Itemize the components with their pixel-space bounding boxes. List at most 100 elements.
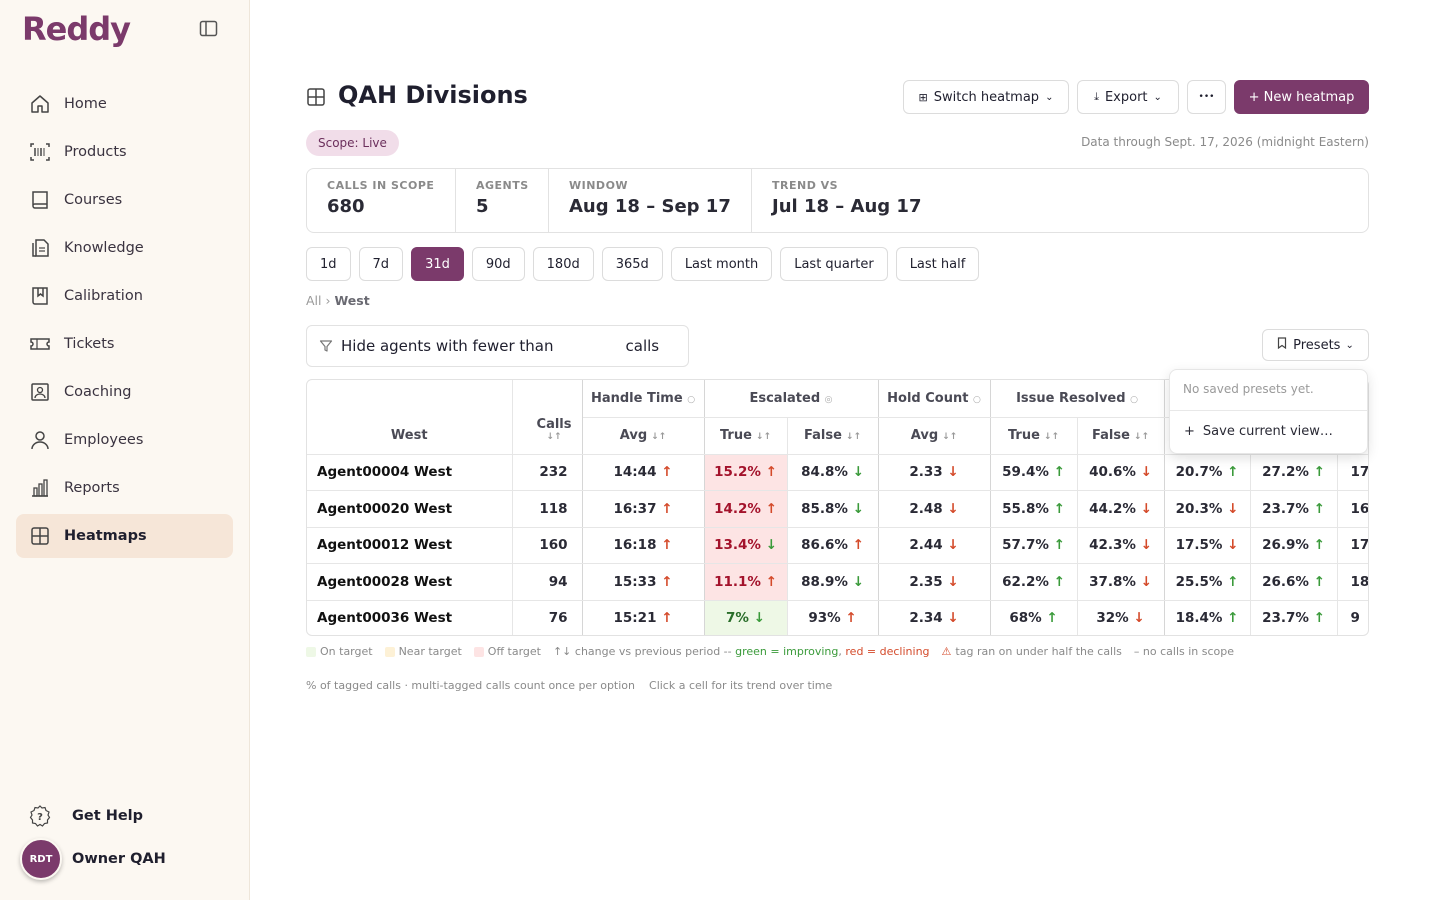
subheader-true[interactable]: True ↓↑ [990, 417, 1078, 455]
cell-hold-count[interactable]: 2.48 ↓ [878, 490, 991, 528]
cell-extra-2[interactable]: 26.6% ↑ [1250, 563, 1338, 601]
cell-escalated-false[interactable]: 88.9% ↓ [787, 563, 879, 601]
sidebar-item-coaching[interactable]: Coaching [16, 370, 233, 414]
cell-extra-1[interactable]: 20.3% ↓ [1164, 490, 1251, 528]
cell-extra-3[interactable]: 9 [1337, 600, 1368, 635]
sort-icon[interactable]: ↓↑ [942, 432, 958, 442]
cell-resolved-true[interactable]: 55.8% ↑ [990, 490, 1078, 528]
cell-escalated-true[interactable]: 13.4% ↓ [704, 527, 788, 564]
breadcrumb-root-link[interactable]: All [306, 293, 322, 308]
sidebar-item-home[interactable]: Home [16, 82, 233, 126]
subheader-avg[interactable]: Avg ↓↑ [582, 417, 705, 455]
more-options-button[interactable]: ••• [1187, 80, 1226, 114]
presets-button[interactable]: Presets ⌄ [1262, 329, 1369, 361]
sidebar-item-heatmaps[interactable]: Heatmaps [16, 514, 233, 558]
cell-escalated-true[interactable]: 11.1% ↑ [704, 563, 788, 601]
range-90d-button[interactable]: 90d [471, 247, 525, 281]
cell-escalated-false[interactable]: 84.8% ↓ [787, 454, 879, 491]
table-row[interactable]: Agent00020 West 118 16:37 ↑ 14.2% ↑ 85.8… [307, 490, 1368, 528]
cell-hold-count[interactable]: 2.35 ↓ [878, 563, 991, 601]
sort-icon[interactable]: ↓↑ [845, 432, 861, 442]
sort-icon[interactable]: ↓↑ [1043, 432, 1060, 442]
calls-header[interactable]: Calls ↓↑ [512, 380, 583, 455]
cell-extra-2[interactable]: 26.9% ↑ [1250, 527, 1338, 564]
cell-escalated-true[interactable]: 7% ↓ [704, 600, 788, 635]
range-31d-button[interactable]: 31d [411, 247, 464, 281]
cell-resolved-true[interactable]: 62.2% ↑ [990, 563, 1078, 601]
agent-name[interactable]: Agent00004 West [307, 454, 513, 491]
cell-extra-1[interactable]: 18.4% ↑ [1164, 600, 1251, 635]
sidebar-item-calibration[interactable]: Calibration [16, 274, 233, 318]
switch-heatmap-button[interactable]: ⊞ Switch heatmap ⌄ [903, 80, 1069, 114]
range-last-quarter-button[interactable]: Last quarter [780, 247, 888, 281]
range-365d-button[interactable]: 365d [601, 247, 663, 281]
cell-escalated-false[interactable]: 86.6% ↑ [787, 527, 879, 564]
cell-extra-2[interactable]: 27.2% ↑ [1250, 454, 1338, 491]
new-heatmap-button[interactable]: + New heatmap [1234, 80, 1369, 114]
cell-resolved-true[interactable]: 57.7% ↑ [990, 527, 1078, 564]
sort-icon[interactable]: ↓↑ [651, 432, 667, 442]
cell-handle-time[interactable]: 14:44 ↑ [582, 454, 705, 491]
cell-handle-time[interactable]: 16:18 ↑ [582, 527, 705, 564]
cell-hold-count[interactable]: 2.33 ↓ [878, 454, 991, 491]
sidebar-item-products[interactable]: Products [16, 130, 233, 174]
cell-extra-1[interactable]: 25.5% ↑ [1164, 563, 1251, 601]
table-row[interactable]: Agent00028 West 94 15:33 ↑ 11.1% ↑ 88.9%… [307, 563, 1368, 601]
cell-extra-3[interactable]: 18 [1337, 563, 1368, 601]
agent-name[interactable]: Agent00028 West [307, 563, 513, 601]
app-logo[interactable]: Reddy [22, 10, 131, 48]
sort-icon[interactable]: ↓↑ [755, 432, 772, 442]
cell-resolved-false[interactable]: 44.2% ↓ [1077, 490, 1165, 528]
table-row[interactable]: Agent00036 West 76 15:21 ↑ 7% ↓ 93% ↑ 2.… [307, 600, 1368, 635]
sidebar-item-courses[interactable]: Courses [16, 178, 233, 222]
sidebar-item-knowledge[interactable]: Knowledge [16, 226, 233, 270]
cell-escalated-false[interactable]: 93% ↑ [787, 600, 879, 635]
sort-icon[interactable]: ↓↑ [1133, 432, 1149, 442]
save-current-view-button[interactable]: + Save current view… [1184, 424, 1333, 439]
info-icon[interactable]: ○ [687, 394, 696, 405]
sidebar-toggle-icon[interactable] [199, 20, 219, 38]
cell-handle-time[interactable]: 16:37 ↑ [582, 490, 705, 528]
cell-escalated-true[interactable]: 15.2% ↑ [704, 454, 788, 491]
cell-handle-time[interactable]: 15:33 ↑ [582, 563, 705, 601]
info-icon[interactable]: ○ [1130, 394, 1138, 405]
agent-name[interactable]: Agent00036 West [307, 600, 513, 635]
cell-handle-time[interactable]: 15:21 ↑ [582, 600, 705, 635]
cell-extra-2[interactable]: 23.7% ↑ [1250, 600, 1338, 635]
agent-name[interactable]: Agent00012 West [307, 527, 513, 564]
subheader-true[interactable]: True ↓↑ [704, 417, 788, 455]
sidebar-item-tickets[interactable]: Tickets [16, 322, 233, 366]
cell-resolved-true[interactable]: 68% ↑ [990, 600, 1078, 635]
cell-resolved-false[interactable]: 32% ↓ [1077, 600, 1165, 635]
range-180d-button[interactable]: 180d [532, 247, 594, 281]
cell-resolved-true[interactable]: 59.4% ↑ [990, 454, 1078, 491]
table-row[interactable]: Agent00004 West 232 14:44 ↑ 15.2% ↑ 84.8… [307, 454, 1368, 491]
cell-extra-1[interactable]: 17.5% ↓ [1164, 527, 1251, 564]
sort-icon[interactable]: ↓↑ [546, 431, 562, 442]
info-icon[interactable]: ○ [972, 394, 981, 405]
range-last-month-button[interactable]: Last month [670, 247, 773, 281]
cell-extra-2[interactable]: 23.7% ↑ [1250, 490, 1338, 528]
cell-extra-3[interactable]: 17 [1337, 454, 1368, 491]
agent-name[interactable]: Agent00020 West [307, 490, 513, 528]
cell-resolved-false[interactable]: 42.3% ↓ [1077, 527, 1165, 564]
subheader-avg[interactable]: Avg ↓↑ [878, 417, 991, 455]
cell-resolved-false[interactable]: 37.8% ↓ [1077, 563, 1165, 601]
range-1d-button[interactable]: 1d [306, 247, 351, 281]
info-icon[interactable]: ◎ [824, 394, 833, 405]
cell-hold-count[interactable]: 2.44 ↓ [878, 527, 991, 564]
cell-extra-3[interactable]: 17 [1337, 527, 1368, 564]
get-help-link[interactable]: ? Get Help [28, 804, 143, 828]
user-menu[interactable]: RDT Owner QAH [20, 838, 166, 880]
cell-escalated-true[interactable]: 14.2% ↑ [704, 490, 788, 528]
cell-extra-1[interactable]: 20.7% ↑ [1164, 454, 1251, 491]
subheader-false[interactable]: False ↓↑ [1077, 417, 1165, 455]
sidebar-item-reports[interactable]: Reports [16, 466, 233, 510]
range-7d-button[interactable]: 7d [358, 247, 404, 281]
cell-hold-count[interactable]: 2.34 ↓ [878, 600, 991, 635]
cell-escalated-false[interactable]: 85.8% ↓ [787, 490, 879, 528]
cell-resolved-false[interactable]: 40.6% ↓ [1077, 454, 1165, 491]
sidebar-item-employees[interactable]: Employees [16, 418, 233, 462]
table-row[interactable]: Agent00012 West 160 16:18 ↑ 13.4% ↓ 86.6… [307, 527, 1368, 564]
export-button[interactable]: ⤓ Export ⌄ [1077, 80, 1179, 114]
